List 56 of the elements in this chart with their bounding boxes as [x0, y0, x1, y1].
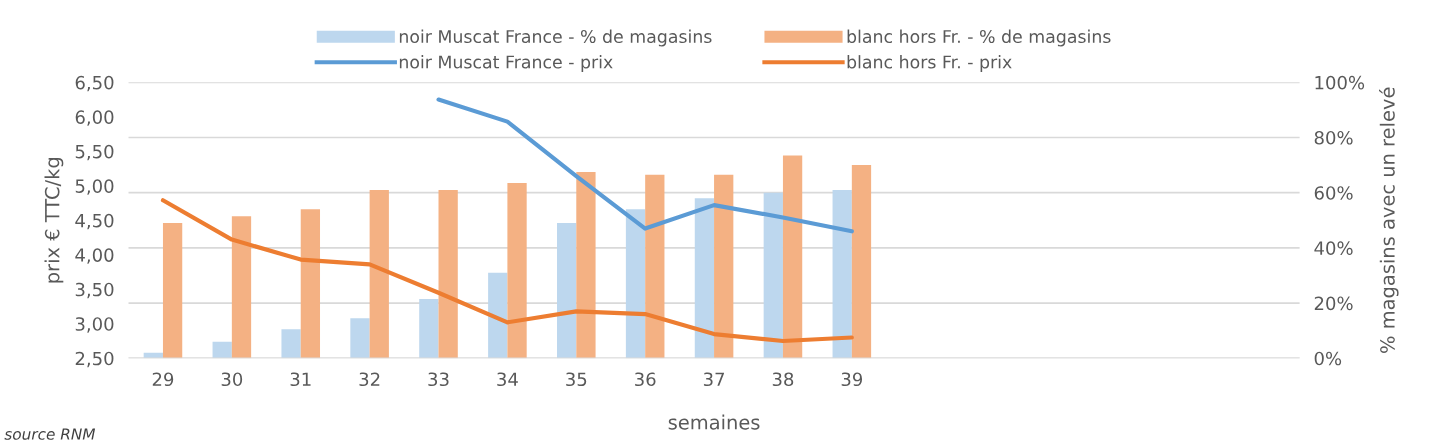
- legend-label: blanc hors Fr. - % de magasins: [847, 29, 1111, 47]
- bar: [782, 155, 803, 359]
- bar: [350, 318, 370, 359]
- y2-tick-label: 60%: [1314, 186, 1353, 200]
- bar: [369, 189, 389, 359]
- y2-tick-label: 20%: [1314, 296, 1353, 311]
- y2-tick-label: 80%: [1314, 130, 1353, 145]
- x-tick-label: 36: [635, 372, 656, 387]
- bar: [832, 189, 852, 359]
- x-tick-label: 33: [428, 372, 449, 387]
- y2-tick-label: 0%: [1314, 351, 1342, 366]
- bar: [694, 198, 715, 359]
- x-tick-label: 34: [497, 372, 518, 387]
- y2-tick-label: 100%: [1315, 75, 1365, 90]
- line-series: [160, 198, 854, 344]
- bar: [231, 216, 252, 359]
- bar: [645, 174, 665, 359]
- x-tick-label: 38: [772, 372, 794, 387]
- bar: [851, 165, 872, 359]
- y-tick-label: 3,00: [75, 317, 114, 333]
- y-tick-label: 6,00: [75, 110, 114, 126]
- legend-label: noir Muscat France - prix: [399, 55, 613, 72]
- y-tick-label: 4,50: [75, 213, 114, 230]
- legend-label: noir Muscat France - % de magasins: [399, 29, 712, 47]
- x-tick-label: 37: [703, 372, 724, 387]
- bar: [714, 174, 734, 359]
- y2-axis-title: % magasins avec un relevé: [1379, 87, 1399, 353]
- bar: [488, 272, 508, 359]
- y-tick-label: 3,50: [75, 282, 114, 299]
- x-axis-title: semaines: [668, 414, 760, 430]
- x-tick-label: 32: [359, 372, 380, 387]
- bar: [576, 171, 596, 359]
- x-tick-label: 39: [841, 372, 863, 387]
- x-tick-label: 35: [566, 372, 587, 387]
- x-tick-label: 29: [152, 372, 174, 387]
- x-tick-label: 30: [221, 372, 243, 387]
- y-axis-title: prix € TTC/kg: [44, 158, 64, 283]
- y-tick-label: 2,50: [75, 351, 114, 368]
- bar: [281, 329, 301, 359]
- bar: [438, 189, 458, 359]
- y-tick-label: 6,50: [75, 75, 114, 92]
- y-tick-label: 4,00: [75, 248, 114, 264]
- bar: [300, 209, 321, 359]
- legend-label: blanc hors Fr. - prix: [847, 55, 1012, 72]
- bar: [419, 298, 439, 359]
- bar: [556, 223, 577, 359]
- x-tick-label: 31: [290, 372, 311, 387]
- source-note: source RNM: [4, 428, 96, 440]
- bar: [507, 183, 527, 359]
- y2-tick-label: 40%: [1314, 241, 1353, 255]
- y-tick-label: 5,50: [75, 144, 114, 161]
- bar: [625, 209, 646, 359]
- y-tick-label: 5,00: [75, 179, 114, 195]
- bar: [763, 192, 783, 359]
- line-series: [436, 97, 854, 234]
- bar: [162, 223, 183, 359]
